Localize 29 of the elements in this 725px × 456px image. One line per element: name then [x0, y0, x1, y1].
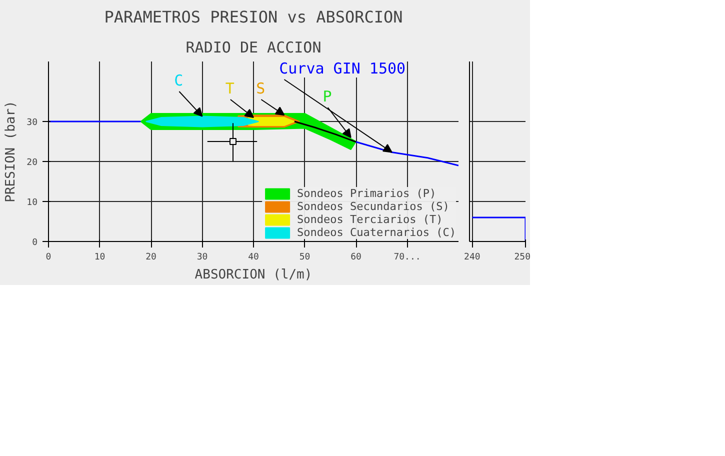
x-tick-label: 10 [94, 252, 106, 262]
annotation: P [322, 88, 332, 106]
annotation: S [256, 80, 266, 98]
line-series [294, 120, 357, 143]
x-tick-label: 70... [394, 252, 421, 262]
chart-subtitle: RADIO DE ACCION [186, 38, 322, 56]
x-tick-label: 30 [196, 252, 208, 262]
x-tick-label: 50 [299, 252, 310, 262]
annotation: T [225, 80, 234, 98]
y-tick-label: 20 [26, 158, 38, 168]
x-tick-label: 0 [46, 252, 52, 262]
y-tick-label: 30 [26, 118, 38, 128]
y-tick-label: 10 [26, 198, 38, 208]
x-tick-label: 60 [350, 252, 362, 262]
legend-label: Sondeos Terciarios (T) [297, 213, 443, 226]
annotation: C [174, 72, 184, 90]
x-tick-label: 240 [464, 252, 480, 262]
y-axis-title: PRESION (bar) [4, 100, 19, 202]
x-tick-label: 20 [146, 252, 156, 262]
legend-label: Sondeos Secundarios (S) [297, 200, 450, 213]
x-tick-label: 250 [514, 252, 531, 262]
legend-label: Sondeos Cuaternarios (C) [297, 226, 456, 239]
line-series [355, 141, 458, 166]
chart-title: PARAMETROS PRESION vs ABSORCION [104, 8, 403, 26]
x-axis-title: ABSORCION (l/m) [194, 268, 312, 282]
y-tick-label: 0 [32, 238, 38, 248]
legend-label: Sondeos Primarios (P) [297, 187, 436, 200]
annotation: Curva GIN 1500 [279, 60, 406, 78]
x-tick-label: 40 [248, 252, 259, 262]
